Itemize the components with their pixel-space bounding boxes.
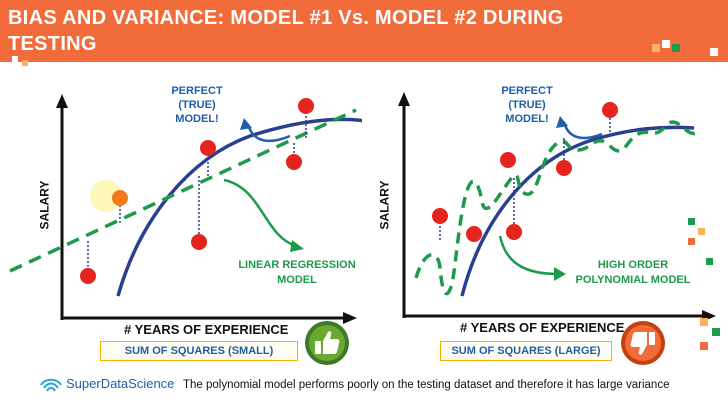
data-point bbox=[191, 234, 207, 250]
true-model-curve bbox=[460, 125, 695, 297]
model-label-pointer-arrow bbox=[223, 178, 297, 248]
data-point bbox=[432, 208, 448, 224]
data-point bbox=[112, 190, 128, 206]
model-label-line: MODEL bbox=[277, 274, 317, 286]
model-label-line: POLYNOMIAL MODEL bbox=[575, 274, 691, 286]
caption-text: The polynomial model performs poorly on … bbox=[183, 379, 670, 391]
x-axis-label: # YEARS OF EXPERIENCE bbox=[460, 320, 625, 335]
cursor-highlight bbox=[90, 180, 122, 212]
polynomial-model-plot bbox=[398, 92, 716, 322]
decorative-squares-bottom-right bbox=[700, 318, 720, 350]
data-point bbox=[80, 268, 96, 284]
decorative-squares-right bbox=[688, 218, 713, 265]
callout-line: (TRUE) bbox=[508, 99, 546, 111]
callout-line: MODEL! bbox=[505, 113, 549, 125]
y-axis-arrow bbox=[56, 94, 68, 108]
true-model-callout: PERFECT (TRUE) MODEL! bbox=[492, 84, 562, 126]
y-axis-label: SALARY bbox=[37, 180, 52, 230]
data-point bbox=[506, 224, 522, 240]
panel-linear-model: SALARY PERFECT (TRUE) MODEL! LINEAR REGR… bbox=[0, 68, 362, 393]
true-model-callout: PERFECT (TRUE) MODEL! bbox=[162, 84, 232, 126]
data-point bbox=[556, 160, 572, 176]
linear-model-plot bbox=[9, 94, 362, 324]
model-label-pointer-arrow bbox=[498, 235, 559, 276]
superdatascience-logo: SuperDataScience bbox=[40, 376, 174, 393]
thumbs-up-icon bbox=[305, 321, 349, 365]
linear-regression-line bbox=[9, 108, 357, 273]
true-model-pointer-arrow bbox=[562, 121, 603, 140]
data-point bbox=[500, 152, 516, 168]
callout-line: MODEL! bbox=[175, 113, 219, 125]
y-axis-label: SALARY bbox=[377, 180, 392, 230]
panel-polynomial-model: SALARY PERFECT (TRUE) MODEL! HIGH ORDER … bbox=[364, 68, 726, 393]
superdatascience-logo-icon bbox=[40, 378, 62, 392]
data-point bbox=[286, 154, 302, 170]
y-axis-arrow bbox=[398, 92, 410, 106]
data-point bbox=[466, 226, 482, 242]
sum-of-squares-box: SUM OF SQUARES (SMALL) bbox=[100, 341, 298, 361]
sum-of-squares-box: SUM OF SQUARES (LARGE) bbox=[440, 341, 612, 361]
model-label: HIGH ORDER POLYNOMIAL MODEL bbox=[568, 258, 698, 288]
x-axis-arrow bbox=[343, 312, 357, 324]
page-title-line-1: BIAS AND VARIANCE: MODEL #1 Vs. MODEL #2… bbox=[8, 7, 564, 29]
thumbs-down-icon bbox=[621, 321, 665, 365]
model-label: LINEAR REGRESSION MODEL bbox=[232, 258, 362, 288]
callout-line: PERFECT bbox=[501, 85, 553, 97]
data-point bbox=[602, 102, 618, 118]
header-banner: BIAS AND VARIANCE: MODEL #1 Vs. MODEL #2… bbox=[0, 0, 728, 66]
data-point bbox=[200, 140, 216, 156]
page-title-line-2: TESTING bbox=[8, 33, 97, 55]
model-label-line: LINEAR REGRESSION bbox=[238, 259, 356, 271]
logo-text: SuperDataScience bbox=[66, 376, 175, 391]
decorative-squares-left bbox=[12, 56, 28, 66]
polynomial-model-curve bbox=[414, 120, 699, 296]
x-axis-label: # YEARS OF EXPERIENCE bbox=[124, 322, 289, 337]
callout-line: (TRUE) bbox=[178, 99, 216, 111]
decorative-squares-top-right bbox=[652, 40, 718, 56]
callout-line: PERFECT bbox=[171, 85, 223, 97]
data-point bbox=[298, 98, 314, 114]
page-title: BIAS AND VARIANCE: MODEL #1 Vs. MODEL #2… bbox=[8, 5, 648, 57]
model-label-line: HIGH ORDER bbox=[597, 259, 669, 271]
